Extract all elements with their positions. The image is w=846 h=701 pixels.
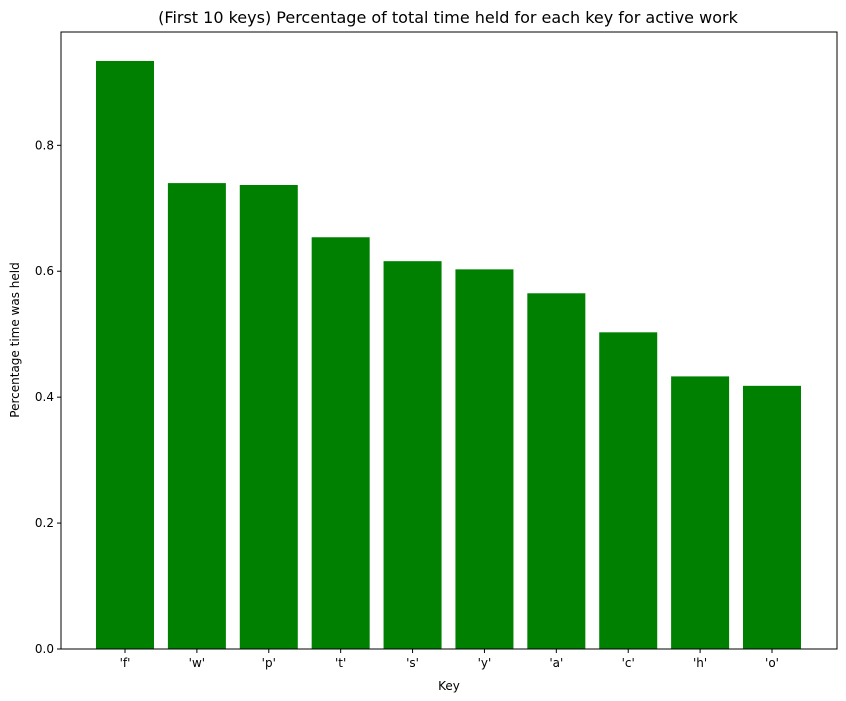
x-tick-label-6: 'a' (549, 656, 563, 670)
bar-0 (96, 60, 154, 649)
y-tick-label-1: 0.2 (35, 516, 54, 530)
x-tick-label-1: 'w' (189, 656, 205, 670)
x-ticks-group: 'f' 'w' 'p' 't' 's' 'y' 'a' 'c' 'h' 'o' (120, 649, 779, 670)
x-tick-label-2: 'p' (262, 656, 276, 670)
y-axis-title: Percentage time was held (8, 262, 22, 417)
bar-6 (527, 293, 586, 649)
y-tick-label-0: 0.0 (35, 642, 54, 656)
bar-5 (455, 269, 514, 649)
y-tick-label-3: 0.6 (35, 264, 54, 278)
bar-1 (167, 183, 226, 649)
y-tick-label-2: 0.4 (35, 390, 54, 404)
x-tick-label-0: 'f' (120, 656, 131, 670)
bar-7 (599, 332, 658, 649)
x-tick-label-4: 's' (406, 656, 419, 670)
chart-title: (First 10 keys) Percentage of total time… (158, 8, 738, 27)
y-ticks-group: 0.0 0.2 0.4 0.6 0.8 (35, 138, 61, 656)
bars-group (96, 60, 801, 650)
bar-8 (671, 376, 730, 649)
x-axis-title: Key (438, 679, 460, 693)
x-tick-label-5: 'y' (478, 656, 492, 670)
plot-frame (60, 31, 838, 650)
x-tick-label-3: 't' (335, 656, 346, 670)
y-tick-label-4: 0.8 (35, 138, 54, 152)
bar-9 (743, 385, 801, 649)
x-tick-label-7: 'c' (622, 656, 635, 670)
x-tick-label-8: 'h' (693, 656, 707, 670)
x-tick-label-9: 'o' (765, 656, 779, 670)
bar-2 (239, 184, 298, 650)
bar-4 (383, 261, 442, 649)
bar-3 (311, 237, 370, 649)
